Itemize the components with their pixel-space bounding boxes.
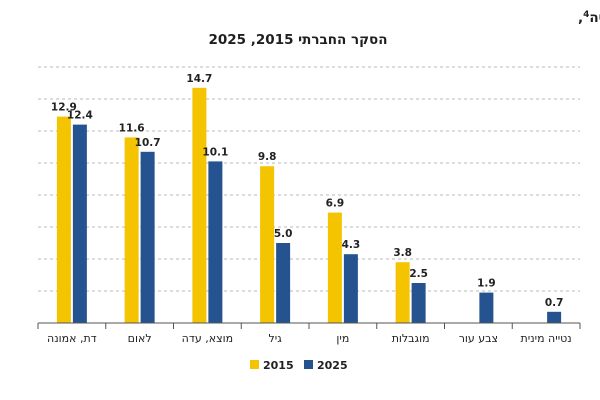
x-tick-label: מין xyxy=(336,332,349,345)
bar-2025 xyxy=(411,283,426,323)
x-tick-label: נטייה מינית xyxy=(521,332,572,345)
bars xyxy=(56,87,562,323)
legend-label-2025: 2025 xyxy=(317,359,348,372)
bar-value-label: 9.8 xyxy=(258,151,277,163)
x-tick-label: מוצא, עדה xyxy=(182,332,233,345)
bar-value-label: 14.7 xyxy=(186,73,212,85)
bar-value-label: 6.9 xyxy=(326,198,345,210)
bar-value-label: 11.6 xyxy=(119,122,145,134)
bar-2015 xyxy=(192,87,207,323)
bar-value-label: 10.1 xyxy=(202,146,228,158)
bar-value-label: 0.7 xyxy=(545,297,564,309)
bar-2015 xyxy=(124,137,139,323)
legend-swatch-2015 xyxy=(250,360,259,369)
bar-value-label: 4.3 xyxy=(342,239,361,251)
chart-title-line1: תרשים 1 - אחוז בני 20 ומעלה שחשו אפליה ב… xyxy=(578,10,600,26)
chart-title-main: תרשים 1 - אחוז בני 20 ומעלה שחשו אפליה ב… xyxy=(589,10,600,26)
bar-value-label: 1.9 xyxy=(477,278,496,290)
legend-swatch-2025 xyxy=(304,360,313,369)
chart-title-line2: הסקר החברתי 2015, 2025 xyxy=(208,32,387,48)
x-tick-label: גיל xyxy=(269,332,283,345)
bar-value-label: 12.4 xyxy=(67,110,93,122)
bar-2025 xyxy=(208,161,223,323)
legend-label-2015: 2015 xyxy=(263,359,294,372)
bar-value-label: 12.9 xyxy=(51,102,77,114)
x-tick-label: דת, אמונה xyxy=(47,332,97,345)
chart-title-comma: , xyxy=(578,10,583,26)
x-tick-label: צבע עור xyxy=(459,332,498,345)
bar-2025 xyxy=(140,151,155,323)
bar-2015 xyxy=(260,166,275,323)
bar-2025 xyxy=(343,254,358,323)
gridlines xyxy=(38,66,580,292)
chart-title-footnote: 4 xyxy=(583,10,589,20)
bar-value-labels: 12.9 11.6 14.7 9.8 6.9 3.8 12.4 10.7 10.1 5.0 4.3 2… xyxy=(51,73,564,309)
x-axis: דת, אמונה לאום מוצא, עדה גיל מין מוגבלות צבע ע… xyxy=(37,322,581,345)
bar-value-label: 10.7 xyxy=(135,137,161,149)
bar-2015 xyxy=(395,262,410,323)
bar-2015 xyxy=(56,116,71,323)
bar-value-label: 3.8 xyxy=(393,247,412,259)
bar-value-label: 5.0 xyxy=(274,228,293,240)
bar-2025 xyxy=(479,292,494,323)
bar-value-label: 2.5 xyxy=(409,268,428,280)
bar-2025 xyxy=(547,311,562,323)
x-tick-label: לאום xyxy=(128,332,152,345)
legend: 2015 2025 xyxy=(250,359,348,372)
x-tick-label: מוגבלות xyxy=(392,332,430,345)
bar-2015 xyxy=(327,212,342,323)
bar-2025 xyxy=(72,124,87,323)
bar-2025 xyxy=(276,243,291,323)
